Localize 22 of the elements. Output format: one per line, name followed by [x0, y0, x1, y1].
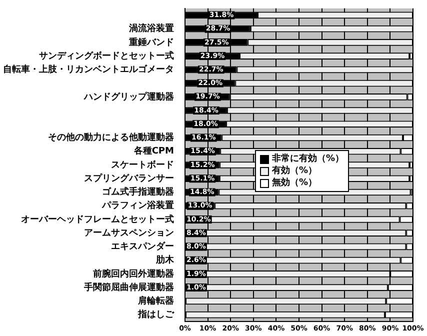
y-tick-label: 渦流浴装置: [128, 23, 174, 34]
y-tick-label: 前腕回内回外運動器: [92, 268, 174, 280]
y-tick-label: アームサスペンション: [84, 228, 174, 238]
y-tick-label: エキスパンダー: [111, 241, 174, 252]
legend-label: 非常に有効（%）: [272, 153, 344, 165]
y-tick-label: パラフィン浴装置: [101, 200, 174, 212]
y-tick-label: サンディングボードとセットー式: [39, 50, 174, 62]
legend-label: 有効（%）: [272, 165, 318, 177]
y-tick-label: 肋木: [155, 254, 175, 266]
y-tick-label: 手関節屈曲伸展運動器: [83, 282, 174, 293]
y-tick-label: 肩輪転器: [137, 296, 174, 307]
y-tick-label: その他の動力による他動運動器: [48, 132, 174, 144]
y-tick-label: 自転車・上肢・リカンベントエルゴメータ: [3, 64, 174, 76]
legend-label: 無効（%）: [272, 177, 318, 189]
y-tick-label: オーバーヘッドフレームとセットー式: [21, 214, 174, 225]
y-tick-label: ハンドグリップ運動器: [83, 91, 174, 102]
y-tick-label: 各種CPM: [132, 146, 174, 157]
y-tick-label: 指はしご: [137, 309, 175, 320]
y-tick-label: スケートボード: [111, 159, 174, 170]
y-tick-label: ゴム式手指運動器: [102, 186, 174, 198]
y-tick-label: 重錘バンド: [128, 36, 174, 48]
y-tick-label: スプリングバランサー: [84, 172, 174, 184]
